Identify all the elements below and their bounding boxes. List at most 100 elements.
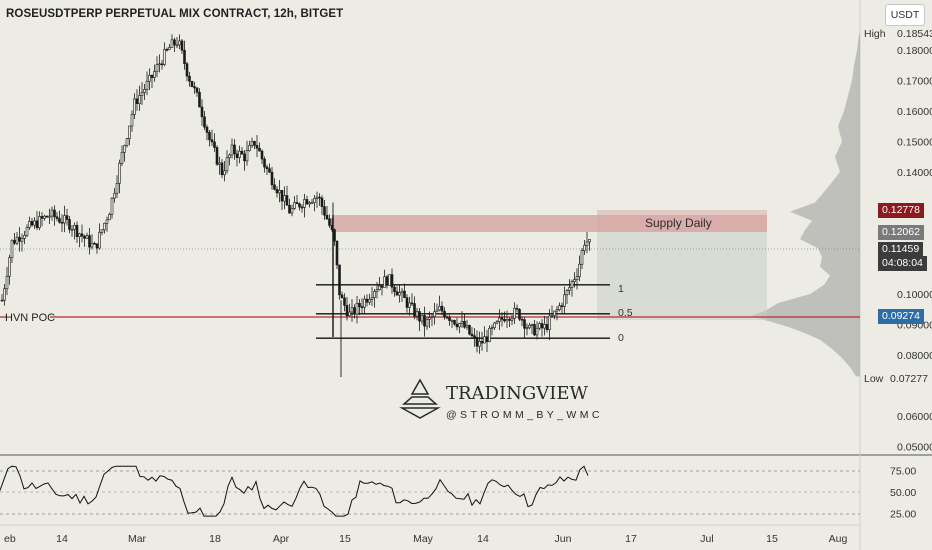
candle-body bbox=[10, 239, 14, 259]
candle-body bbox=[418, 311, 421, 322]
fib-1-label: 1 bbox=[618, 283, 624, 295]
price-axis[interactable]: 0.18000 0.17000 0.16000 0.15000 0.14000 0.100… bbox=[897, 45, 932, 454]
candle-body bbox=[408, 302, 411, 308]
candle-body bbox=[365, 298, 369, 303]
candle-body bbox=[540, 323, 544, 329]
candle-body bbox=[195, 87, 199, 93]
candle-body bbox=[105, 219, 109, 224]
rsi-tick-label: 25.00 bbox=[890, 509, 916, 521]
candle-body bbox=[465, 325, 469, 328]
candle-body bbox=[380, 285, 384, 288]
candle-body bbox=[173, 39, 176, 46]
currency-button[interactable]: USDT bbox=[885, 4, 925, 26]
low-value: 0.07277 bbox=[890, 373, 928, 385]
candle-body bbox=[185, 63, 189, 77]
candle-body bbox=[155, 64, 159, 72]
supply-price-badge: 0.12778 bbox=[878, 203, 924, 218]
candle-body bbox=[228, 154, 231, 159]
candle-body bbox=[193, 86, 196, 89]
candle-body bbox=[463, 320, 466, 328]
candle-body bbox=[268, 168, 271, 173]
candle-body bbox=[108, 214, 111, 221]
candle-body bbox=[120, 151, 124, 164]
time-tick-label: May bbox=[413, 533, 434, 545]
candle-body bbox=[575, 276, 579, 280]
candle-body bbox=[500, 317, 504, 320]
tradingview-watermark: TRADINGVIEW @STROMM_BY_WMC bbox=[399, 378, 599, 421]
countdown-badge: 04:08:04 bbox=[878, 256, 927, 271]
candle-body bbox=[508, 319, 511, 321]
time-axis[interactable]: eb 14 Mar 18 Apr 15 May 14 Jun 17 Jul 15 Aug bbox=[4, 533, 847, 545]
candle-body bbox=[183, 49, 186, 64]
candle-body bbox=[45, 215, 49, 218]
candle-body bbox=[383, 276, 386, 288]
candle-body bbox=[133, 98, 136, 115]
time-tick-label: 14 bbox=[56, 533, 68, 545]
candle-body bbox=[478, 340, 481, 347]
price-tick-label: 0.10000 bbox=[897, 289, 932, 301]
last-price-badge: 0.11459 bbox=[878, 242, 924, 257]
candle-body bbox=[280, 190, 284, 202]
candle-body bbox=[258, 147, 261, 152]
tradingview-logo-icon bbox=[399, 378, 441, 419]
candle-body bbox=[238, 150, 241, 158]
candle-body bbox=[80, 233, 84, 237]
time-tick-label: 15 bbox=[339, 533, 351, 545]
candle-body bbox=[18, 236, 21, 242]
candle-body bbox=[233, 144, 236, 155]
candle-body bbox=[75, 225, 79, 237]
time-tick-label: 15 bbox=[766, 533, 778, 545]
candle-body bbox=[318, 196, 321, 199]
candle-body bbox=[113, 192, 116, 199]
mid-price-badge: 0.12062 bbox=[878, 225, 924, 240]
candle-body bbox=[225, 157, 229, 172]
candle-body bbox=[78, 233, 81, 237]
candle-body bbox=[588, 239, 591, 243]
candle-body bbox=[413, 303, 416, 317]
candle-body bbox=[265, 166, 269, 170]
candle-body bbox=[518, 309, 521, 320]
candle-body bbox=[343, 297, 346, 306]
candle-body bbox=[503, 319, 506, 322]
projection-box bbox=[597, 232, 767, 320]
time-tick-label: 18 bbox=[209, 533, 221, 545]
candle-body bbox=[68, 219, 71, 230]
candle-body bbox=[73, 225, 76, 230]
candle-body bbox=[385, 276, 389, 286]
time-tick-label: Jul bbox=[700, 533, 713, 545]
candle-body bbox=[180, 40, 184, 51]
candle-body bbox=[110, 197, 114, 215]
candle-body bbox=[38, 216, 41, 229]
candle-body bbox=[308, 202, 311, 205]
candle-body bbox=[255, 145, 259, 149]
candle-body bbox=[583, 244, 586, 251]
candle-body bbox=[443, 310, 446, 318]
candle-body bbox=[528, 324, 531, 329]
candle-body bbox=[488, 327, 491, 342]
candle-body bbox=[485, 336, 489, 342]
time-tick-label: Apr bbox=[273, 533, 290, 545]
candle-body bbox=[348, 311, 351, 317]
candle-body bbox=[560, 305, 564, 307]
candle-body bbox=[55, 216, 59, 219]
time-tick-label: eb bbox=[4, 533, 16, 545]
candle-body bbox=[368, 299, 371, 303]
candle-body bbox=[455, 323, 459, 328]
candle-body bbox=[88, 235, 91, 248]
rsi-line bbox=[0, 465, 589, 517]
candle-body bbox=[358, 302, 361, 308]
candle-body bbox=[548, 315, 551, 330]
candle-body bbox=[433, 311, 436, 317]
candle-body bbox=[48, 215, 51, 218]
candle-body bbox=[290, 208, 294, 214]
candle-body bbox=[293, 202, 296, 209]
candle-body bbox=[223, 170, 226, 176]
candle-body bbox=[555, 309, 559, 312]
candle-body bbox=[203, 116, 206, 128]
price-tick-label: 0.08000 bbox=[897, 350, 932, 362]
watermark-brand: TRADINGVIEW bbox=[446, 383, 588, 404]
candle-body bbox=[313, 197, 316, 203]
price-tick-label: 0.15000 bbox=[897, 137, 932, 149]
candle-body bbox=[453, 320, 456, 325]
